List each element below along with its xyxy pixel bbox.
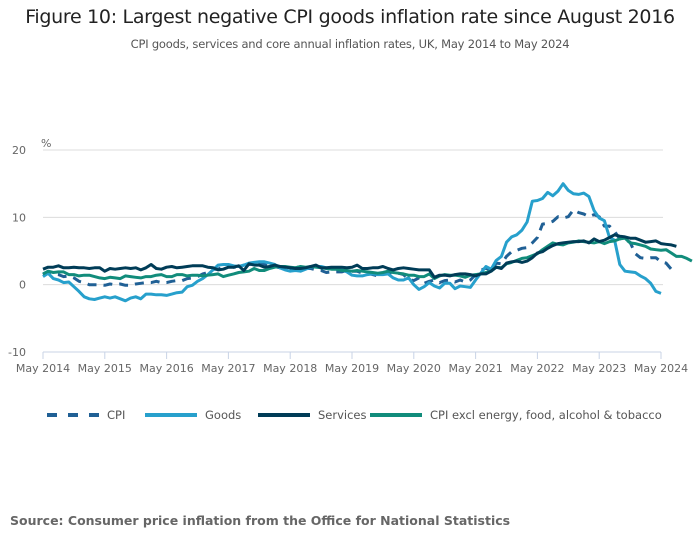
x-tick-label: May 2019 <box>325 362 379 375</box>
y-tick-label: -10 <box>8 346 26 359</box>
y-axis: -10 0 10 20 <box>8 144 26 359</box>
legend-swatch <box>258 413 310 417</box>
x-tick-label: May 2018 <box>263 362 317 375</box>
legend-item[interactable]: Goods <box>145 408 241 422</box>
legend: CPI Goods Services CPI excl energy, food, a… <box>0 408 700 428</box>
x-tick-label: May 2024 <box>634 362 688 375</box>
legend-label: Goods <box>205 408 242 422</box>
legend-item[interactable]: CPI excl energy, food, alcohol & tobacco <box>370 408 662 422</box>
legend-swatch <box>145 413 197 417</box>
chart-subtitle: CPI goods, services and core annual infl… <box>130 37 570 51</box>
x-tick-label: May 2021 <box>448 362 502 375</box>
x-tick-label: May 2022 <box>510 362 564 375</box>
x-tick-label: May 2016 <box>139 362 193 375</box>
legend-label: Services <box>318 408 367 422</box>
x-tick-label: May 2023 <box>572 362 626 375</box>
y-tick-label: 0 <box>19 279 26 292</box>
gridlines <box>43 149 663 286</box>
y-axis-label: % <box>41 137 51 150</box>
legend-item[interactable]: Services <box>258 408 367 422</box>
series-line-cpi <box>42 208 677 287</box>
x-tick-label: May 2015 <box>78 362 132 375</box>
series-line-goods <box>42 182 662 303</box>
y-tick-label: 10 <box>12 211 26 224</box>
x-axis: May 2014 May 2015 May 2016 May 2017 May 2018… <box>16 351 688 375</box>
x-tick-label: May 2017 <box>201 362 255 375</box>
series-line-services <box>42 233 677 279</box>
source-note: Source: Consumer price inflation from th… <box>10 513 511 528</box>
legend-label: CPI excl energy, food, alcohol & tobacco <box>430 408 662 422</box>
x-tick-label: May 2014 <box>16 362 70 375</box>
x-tick-label: May 2020 <box>387 362 441 375</box>
chart-title: Figure 10: Largest negative CPI goods in… <box>25 6 675 28</box>
series-lines <box>42 182 693 303</box>
legend-item[interactable]: CPI <box>47 408 125 422</box>
legend-label: CPI <box>107 408 126 422</box>
series-line-cpi-excl-energy-food-alcohol-tobacco <box>42 236 693 281</box>
y-tick-label: 20 <box>12 144 26 157</box>
legend-swatch <box>47 413 99 417</box>
legend-swatch <box>370 413 422 417</box>
